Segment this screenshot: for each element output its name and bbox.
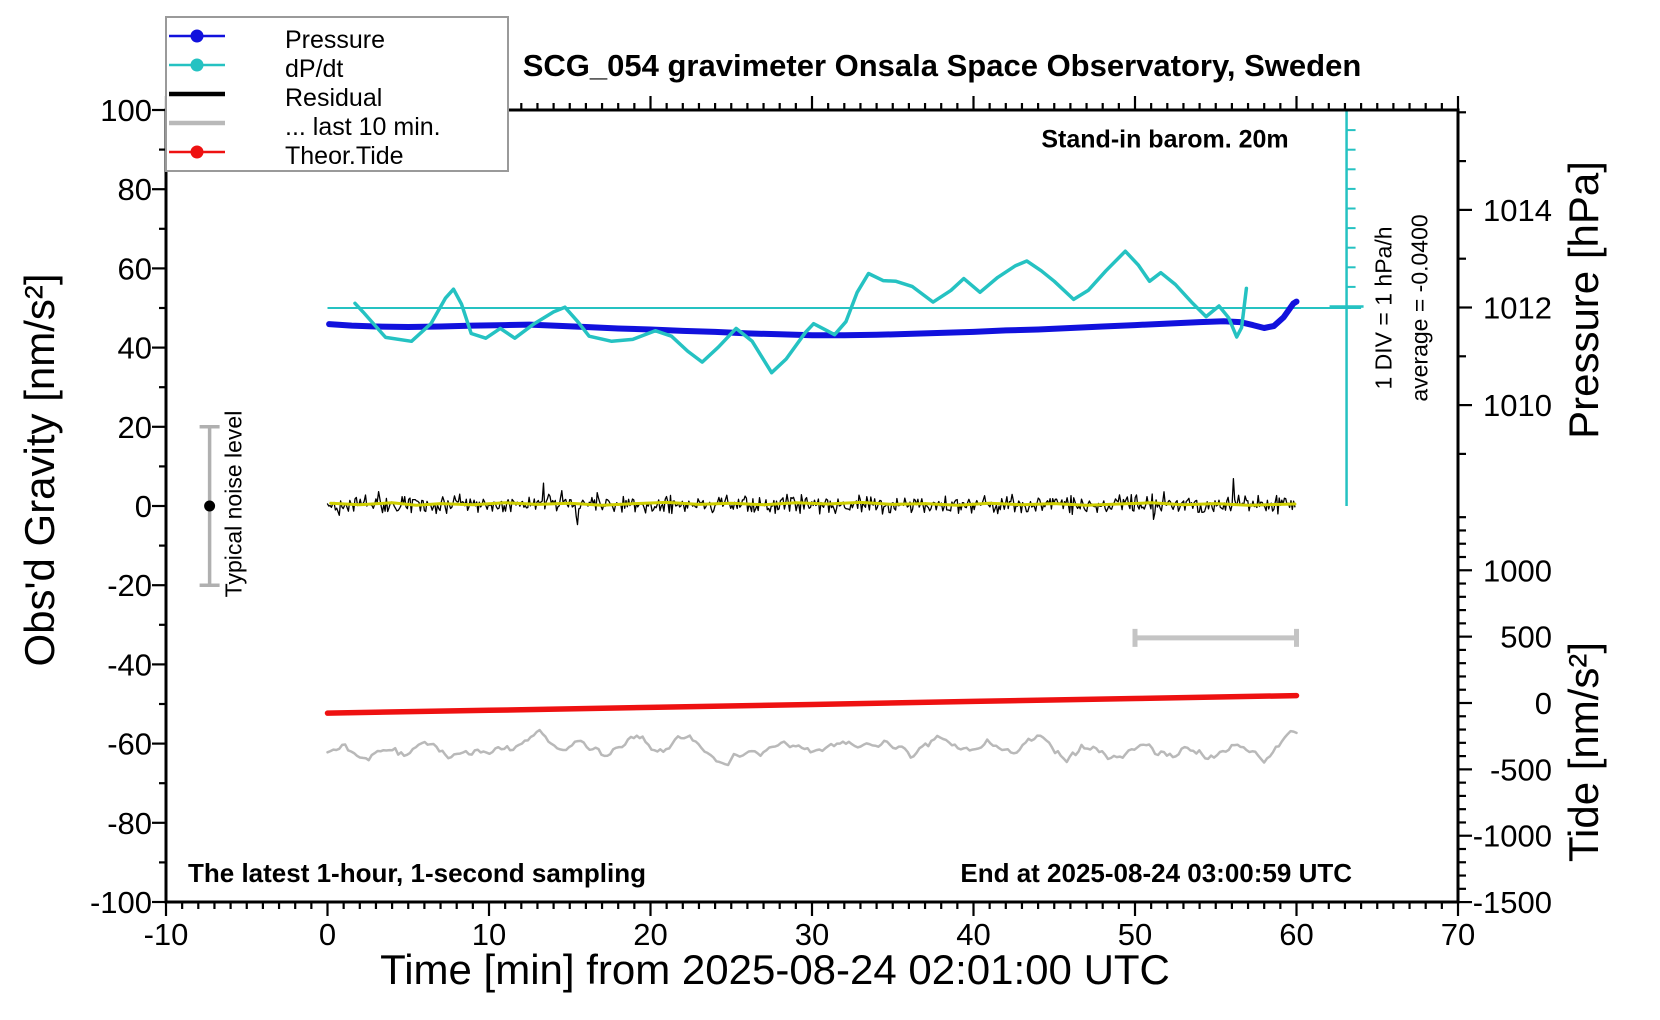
dpdt-line-marker-icon xyxy=(169,58,263,77)
gravity-tick-label: -100 xyxy=(90,885,152,920)
tide-tick-label: -1000 xyxy=(1473,819,1552,854)
dpdt-series-line xyxy=(353,249,1249,375)
tide-line-marker-icon xyxy=(169,145,263,164)
barometer-annotation: Stand-in barom. 20m xyxy=(1041,125,1289,154)
end-time-annotation: End at 2025-08-24 03:00:59 UTC xyxy=(960,858,1352,888)
y-axis-label-pressure: Pressure [hPa] xyxy=(1560,161,1607,439)
noise-errorbar-dot xyxy=(204,500,216,512)
legend-label: Theor.Tide xyxy=(285,141,404,170)
tide-tick-label: 1000 xyxy=(1483,553,1552,588)
gravity-tick-label: 0 xyxy=(135,489,152,524)
div-scale-annotation: 1 DIV = 1 hPa/h xyxy=(1370,226,1397,390)
gravity-tick-label: 100 xyxy=(100,93,152,128)
legend-item-theor-tide: Theor.Tide xyxy=(167,141,404,170)
x-tick-label: 10 xyxy=(472,917,506,952)
x-axis-label: Time [min] from 2025-08-24 02:01:00 UTC xyxy=(380,946,1170,993)
average-annotation: average = -0.0400 xyxy=(1406,214,1433,402)
legend-label: ... last 10 min. xyxy=(285,112,441,141)
gravity-tick-label: 40 xyxy=(118,331,152,366)
residual-line-marker-icon xyxy=(169,90,263,106)
tide-tick-label: -1500 xyxy=(1473,885,1552,920)
x-tick-label: 50 xyxy=(1118,917,1152,952)
chart-title: SCG_054 gravimeter Onsala Space Observat… xyxy=(522,48,1362,83)
legend-item-dpdt: dP/dt xyxy=(167,54,344,83)
noise-level-annotation: Typical noise level xyxy=(220,410,247,598)
last10-series-line xyxy=(326,728,1298,767)
gravity-tick-label: -20 xyxy=(107,568,152,603)
x-tick-label: 70 xyxy=(1441,917,1475,952)
legend-item-residual: Residual xyxy=(167,83,383,112)
tide-series-line xyxy=(324,692,1300,716)
pressure-tick-label: 1012 xyxy=(1483,291,1552,326)
x-tick-label: 20 xyxy=(633,917,667,952)
x-tick-label: 0 xyxy=(319,917,336,952)
plot-border xyxy=(164,108,1460,904)
gravity-tick-label: 60 xyxy=(118,251,152,286)
x-tick-label: 40 xyxy=(956,917,990,952)
x-tick-label: -10 xyxy=(144,917,189,952)
legend-label: Residual xyxy=(285,83,383,112)
gravity-tick-label: -40 xyxy=(107,647,152,682)
tide-tick-label: -500 xyxy=(1490,752,1552,787)
gravity-tick-label: 80 xyxy=(118,172,152,207)
legend-label: Pressure xyxy=(285,25,386,54)
pressure-line-marker-icon xyxy=(169,29,263,48)
gravity-tick-label: -60 xyxy=(107,727,152,762)
last10-line-marker-icon xyxy=(169,119,263,135)
x-tick-label: 30 xyxy=(795,917,829,952)
legend-item-pressure: Pressure xyxy=(167,25,386,54)
pressure-tick-label: 1010 xyxy=(1483,388,1552,423)
tide-tick-label: 500 xyxy=(1500,620,1552,655)
gravity-tick-label: -80 xyxy=(107,806,152,841)
y-axis-label-tide: Tide [nm/s²] xyxy=(1560,641,1607,863)
legend-item-last10: ... last 10 min. xyxy=(167,112,441,141)
tide-tick-label: 0 xyxy=(1535,686,1552,721)
legend-label: dP/dt xyxy=(285,54,344,83)
gravity-tick-label: 20 xyxy=(118,410,152,445)
pressure-tick-label: 1014 xyxy=(1483,193,1552,228)
y-axis-label-gravity: Obs'd Gravity [nm/s²] xyxy=(16,273,63,667)
x-tick-label: 60 xyxy=(1279,917,1313,952)
legend-box: Pressure dP/dt Residual ... last 10 min.… xyxy=(165,16,509,172)
pressure-series-line xyxy=(326,298,1300,339)
sampling-annotation: The latest 1-hour, 1-second sampling xyxy=(188,858,646,888)
residual-smooth-series-line xyxy=(329,500,1297,507)
